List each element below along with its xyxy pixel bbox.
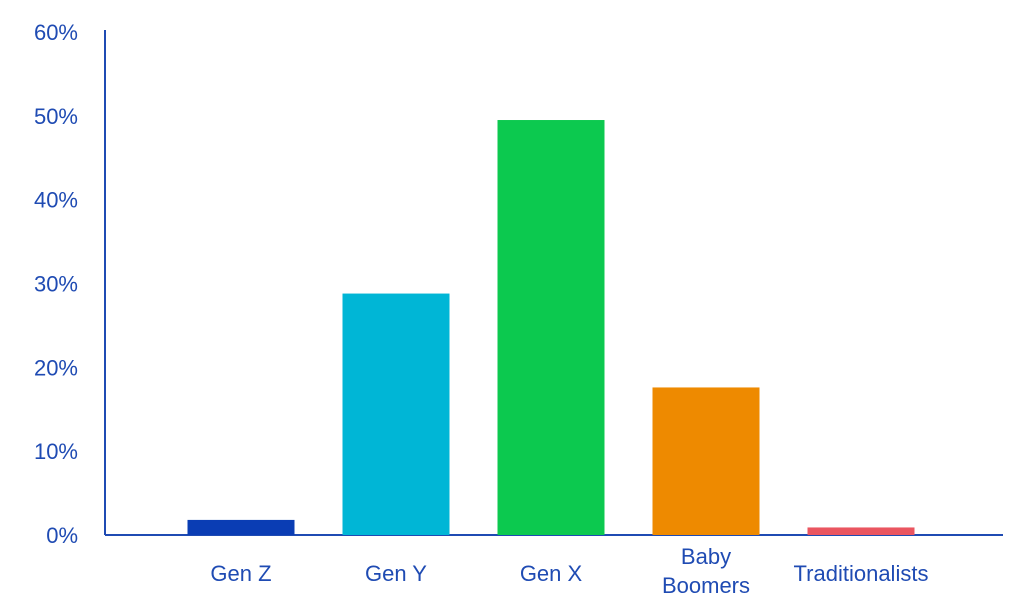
x-category-label: Traditionalists xyxy=(794,561,929,586)
bars xyxy=(187,120,915,536)
bar-gen-x xyxy=(497,120,605,536)
bar-baby-boomers xyxy=(652,387,760,535)
x-category-label: Baby Boomers xyxy=(662,544,750,598)
bar-gen-z xyxy=(187,519,295,535)
y-tick-label: 0% xyxy=(46,523,78,548)
y-tick-label: 50% xyxy=(34,104,78,129)
x-category-label: Gen X xyxy=(520,561,583,586)
x-category-label: Gen Z xyxy=(210,561,271,586)
y-axis-ticks: 0% 10% 20% 30% 40% 50% 60% xyxy=(34,20,78,548)
y-tick-label: 20% xyxy=(34,355,78,380)
y-tick-label: 60% xyxy=(34,20,78,45)
y-tick-label: 10% xyxy=(34,439,78,464)
x-axis-categories: Gen Z Gen Y Gen X Baby Boomers Traditionalist… xyxy=(210,544,928,598)
bar-traditionalists xyxy=(807,527,915,535)
y-tick-label: 40% xyxy=(34,188,78,213)
x-category-label: Gen Y xyxy=(365,561,427,586)
y-tick-label: 30% xyxy=(34,272,78,297)
bar-gen-y xyxy=(342,293,450,535)
